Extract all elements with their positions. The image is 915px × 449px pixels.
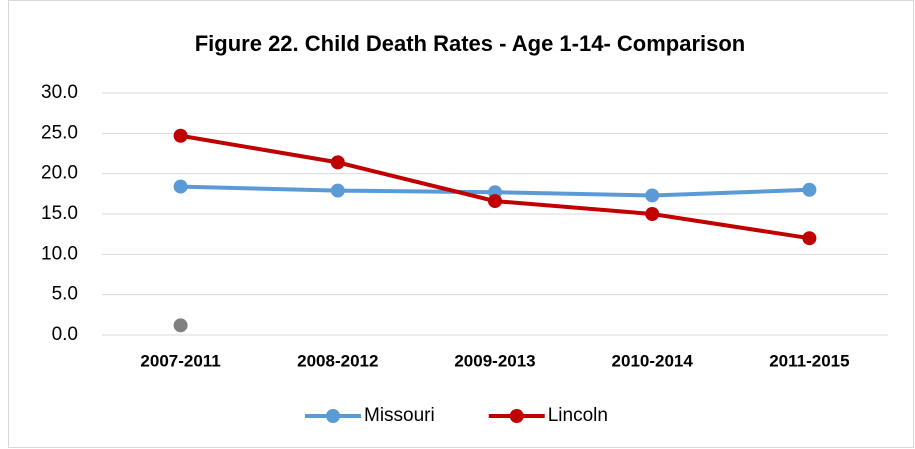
x-tick-label: 2010-2014 (612, 351, 694, 370)
data-point (645, 207, 660, 221)
x-tick-label: 2011-2015 (769, 351, 849, 370)
legend-label: Lincoln (548, 405, 608, 426)
data-point (330, 155, 345, 170)
legend-marker (326, 409, 340, 423)
x-tick-label: 2008-2012 (297, 351, 378, 370)
data-point (488, 194, 502, 209)
data-point (802, 182, 817, 197)
y-tick-label: 25.0 (41, 122, 78, 143)
y-tick-label: 5.0 (52, 284, 78, 305)
y-tick-label: 30.0 (41, 82, 78, 103)
chart-frame (8, 0, 914, 448)
data-point (173, 128, 188, 143)
data-point (645, 188, 660, 203)
data-point (173, 318, 188, 333)
data-point (802, 231, 817, 246)
data-point (173, 179, 188, 194)
y-tick-label: 0.0 (52, 324, 78, 345)
y-tick-label: 15.0 (41, 203, 78, 224)
legend-marker (509, 409, 524, 423)
y-tick-label: 10.0 (41, 243, 78, 264)
x-tick-label: 2007-2011 (140, 351, 220, 370)
data-point (330, 183, 345, 198)
chart-title: Figure 22. Child Death Rates - Age 1-14-… (195, 31, 746, 56)
legend-label: Missouri (364, 405, 435, 426)
x-tick-label: 2009-2013 (454, 351, 535, 370)
y-tick-label: 20.0 (41, 163, 78, 184)
